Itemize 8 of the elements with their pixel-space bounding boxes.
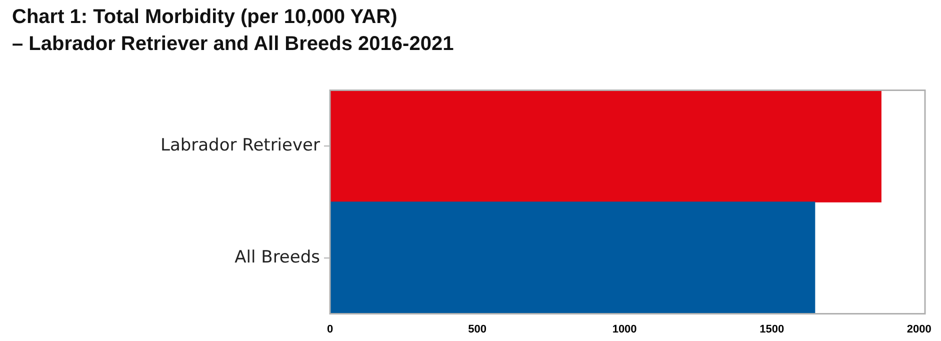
chart-title: Chart 1: Total Morbidity (per 10,000 YAR) – Labrador Retriever and All Breeds 2016-2021: [12, 5, 454, 57]
x-tick-label: 2000: [906, 323, 932, 336]
x-tick-label: 1000: [612, 323, 637, 336]
x-tick-label: 1500: [760, 323, 784, 336]
y-tick-label: All Breeds: [234, 247, 320, 268]
x-tick-label: 0: [326, 323, 334, 336]
y-tick-label: Labrador Retriever: [160, 136, 320, 156]
x-tick-label: 500: [468, 323, 486, 336]
